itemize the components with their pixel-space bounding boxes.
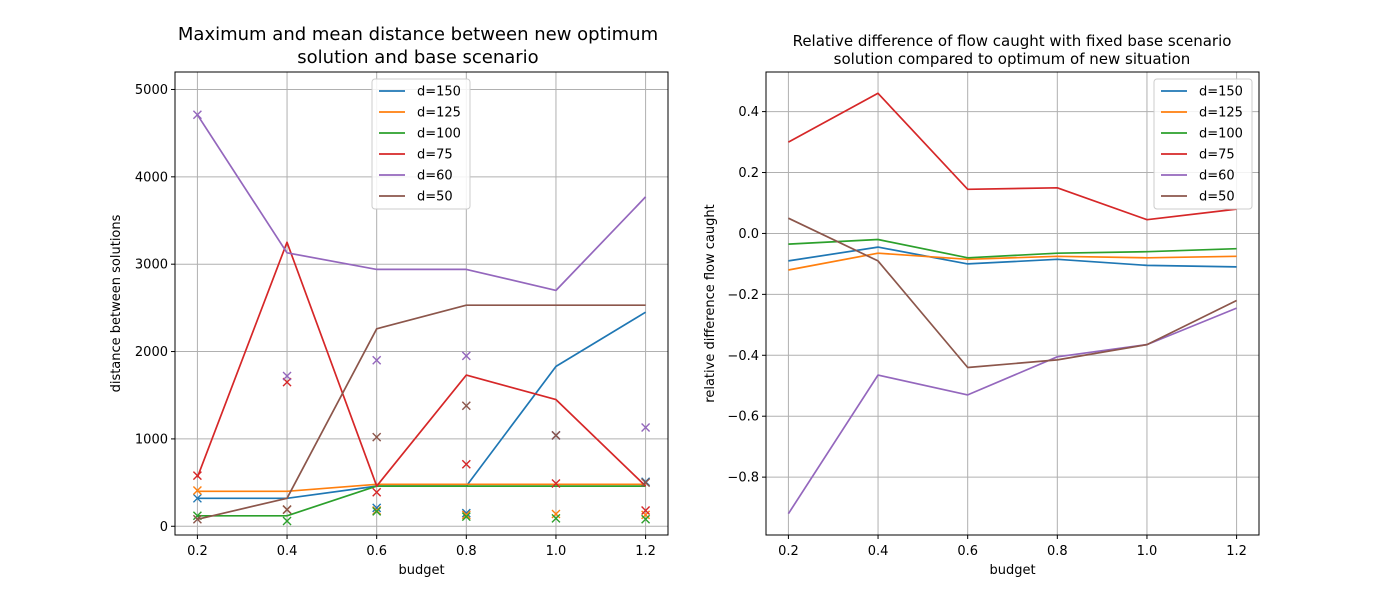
chart-title-line-1: Maximum and mean distance between new op… xyxy=(178,24,658,45)
series-marker-d=75 xyxy=(551,478,561,488)
legend-entry: d=75 xyxy=(1199,148,1235,163)
series-line-d=100 xyxy=(197,485,646,517)
series-marker-d=60 xyxy=(461,351,471,361)
x-tick-label: 1.0 xyxy=(546,544,567,559)
legend-entry: d=100 xyxy=(1199,127,1243,142)
y-tick-label: 0.2 xyxy=(738,166,759,181)
x-tick-label: 0.6 xyxy=(957,544,978,559)
series-marker-d=60 xyxy=(641,423,651,433)
x-tick-label: 0.6 xyxy=(366,544,387,559)
x-tick-label: 0.4 xyxy=(277,544,298,559)
x-tick-label: 0.4 xyxy=(868,544,889,559)
series-marker-d=150 xyxy=(372,503,382,513)
series-line-d=75 xyxy=(787,92,1237,221)
series-marker-d=50 xyxy=(551,430,561,440)
series-line-d=100 xyxy=(788,238,1237,259)
y-axis-label: distance between solutions xyxy=(109,214,124,392)
legend-entry: d=150 xyxy=(417,85,461,100)
plot-frame xyxy=(174,71,669,536)
y-axis-label: relative difference flow caught xyxy=(703,204,718,402)
chart-title-line-2: solution and base scenario xyxy=(297,47,538,68)
series-line-d=125 xyxy=(788,252,1237,271)
chart-panel-2: Relative difference of flow caught with … xyxy=(703,32,1260,578)
x-tick-label: 0.8 xyxy=(456,544,477,559)
legend-entry: d=60 xyxy=(417,169,453,184)
series-marker-d=50 xyxy=(372,432,382,442)
series-marker-d=75 xyxy=(372,487,382,497)
x-axis-label: budget xyxy=(398,563,444,578)
chart-title-line-2: solution compared to optimum of new situ… xyxy=(834,50,1191,68)
series-line-d=125 xyxy=(197,483,646,493)
y-tick-label: 1000 xyxy=(135,432,168,447)
legend-entry: d=50 xyxy=(417,190,453,205)
chart-title-line-1: Relative difference of flow caught with … xyxy=(793,32,1232,50)
series-line-d=150 xyxy=(788,246,1237,268)
y-tick-label: 3000 xyxy=(135,258,168,273)
y-tick-label: 0.4 xyxy=(738,105,759,120)
series-line-d=60 xyxy=(196,114,647,292)
series-marker-d=75 xyxy=(641,506,651,516)
x-tick-label: 1.0 xyxy=(1137,544,1158,559)
y-tick-label: 4000 xyxy=(135,170,168,185)
series-marker-d=60 xyxy=(372,355,382,365)
y-tick-label: 0 xyxy=(160,520,168,535)
legend-entry: d=125 xyxy=(417,106,461,121)
legend-entry: d=60 xyxy=(1199,169,1235,184)
series-marker-d=150 xyxy=(192,493,202,503)
series-marker-d=125 xyxy=(461,510,471,520)
series-marker-d=60 xyxy=(282,371,292,381)
legend-entry: d=75 xyxy=(417,148,453,163)
series-marker-d=100 xyxy=(461,512,471,522)
series-marker-d=100 xyxy=(641,514,651,524)
x-tick-label: 0.8 xyxy=(1047,544,1068,559)
series-marker-d=100 xyxy=(282,516,292,526)
series-marker-d=100 xyxy=(372,506,382,516)
legend: d=150 d=125 d=100 d=75 d=60 d=50 xyxy=(1153,78,1253,210)
y-tick-label: 2000 xyxy=(135,345,168,360)
legend-entry: d=150 xyxy=(1199,85,1243,100)
series-marker-d=100 xyxy=(551,513,561,523)
y-tick-label: −0.4 xyxy=(727,349,759,364)
x-axis-label: budget xyxy=(989,563,1035,578)
x-tick-label: 0.2 xyxy=(187,544,208,559)
series-line-d=50 xyxy=(788,217,1237,369)
x-tick-label: 1.2 xyxy=(635,544,656,559)
plot-frame xyxy=(765,71,1260,536)
series-marker-d=75 xyxy=(461,459,471,469)
y-tick-label: −0.6 xyxy=(727,410,759,425)
series-line-d=150 xyxy=(197,311,647,500)
y-tick-label: 0.0 xyxy=(738,227,759,242)
series-line-d=75 xyxy=(196,241,647,487)
series-marker-d=50 xyxy=(641,478,651,488)
series-marker-d=50 xyxy=(192,514,202,524)
legend: d=150 d=125 d=100 d=75 d=60 d=50 xyxy=(371,78,471,210)
y-tick-label: 5000 xyxy=(135,83,168,98)
series-line-d=60 xyxy=(787,307,1237,515)
legend-entry: d=50 xyxy=(1199,190,1235,205)
series-marker-d=75 xyxy=(192,471,202,481)
x-tick-label: 0.2 xyxy=(778,544,799,559)
y-tick-label: −0.2 xyxy=(727,288,759,303)
x-tick-label: 1.2 xyxy=(1226,544,1247,559)
series-marker-d=125 xyxy=(192,485,202,495)
y-tick-label: −0.8 xyxy=(727,471,759,486)
series-marker-d=150 xyxy=(461,508,471,518)
legend-entry: d=100 xyxy=(417,127,461,142)
legend-entry: d=125 xyxy=(1199,106,1243,121)
chart-panel-1: Maximum and mean distance between new op… xyxy=(109,24,669,578)
series-line-d=50 xyxy=(197,304,646,521)
series-marker-d=50 xyxy=(461,401,471,411)
series-marker-d=60 xyxy=(192,110,202,120)
series-marker-d=50 xyxy=(282,505,292,515)
